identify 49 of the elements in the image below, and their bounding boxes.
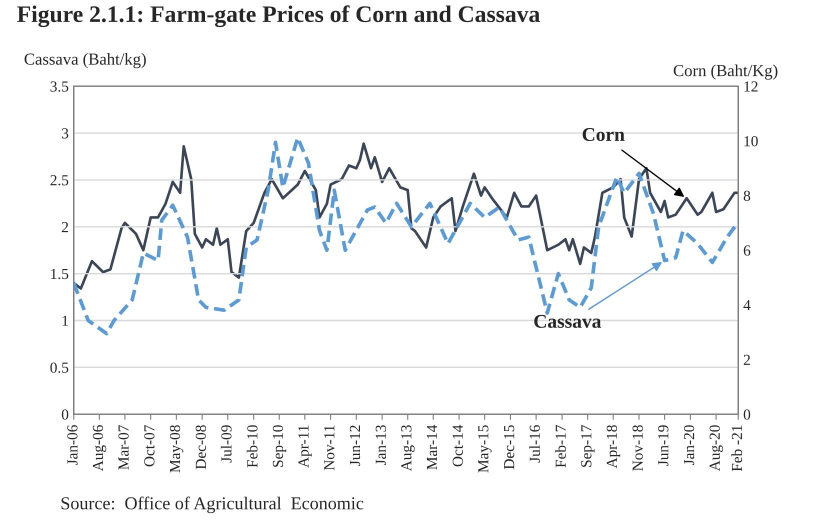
- y2-tick-label: 12: [744, 81, 758, 92]
- x-tick-label: Jan-06: [67, 425, 78, 466]
- x-tick-label: Nov-18: [632, 425, 643, 471]
- x-tick-label: Feb-17: [555, 425, 566, 468]
- y-axis-title: Cassava (Baht/kg): [24, 53, 146, 68]
- x-tick-label: Nov-11: [324, 426, 334, 470]
- x-tick-label: Dec-08: [196, 425, 206, 470]
- y-tick-label: 0: [62, 409, 68, 420]
- x-tick-label: Oct-14: [452, 424, 463, 466]
- x-tick-label: Apr-11: [298, 426, 312, 468]
- y2-tick-label: 10: [744, 136, 758, 146]
- annotation: Corn: [582, 128, 625, 142]
- y2-axis-title: Corn (Baht/Kg): [674, 64, 778, 80]
- y2-tick-label: 2: [744, 354, 750, 365]
- x-tick-label: Aug-06: [92, 425, 106, 472]
- y2-tick-label: 4: [743, 300, 751, 310]
- y-tick-label: 0.5: [50, 362, 68, 373]
- x-tick-label: Feb -21: [731, 426, 742, 472]
- y2-tick-label: 0: [744, 409, 750, 420]
- x-tick-label: May-15: [478, 425, 492, 473]
- x-tick-label: Aug-13: [401, 425, 415, 472]
- chart-title: Figure 2.1.1: Farm-gate Prices of Corn and Cassava: [17, 5, 540, 28]
- x-tick-label: Feb-10: [246, 425, 258, 468]
- x-tick-label: Jun-19: [658, 425, 668, 466]
- x-tick-label: Sep-17: [581, 425, 595, 467]
- x-tick-label: Dec-15: [504, 425, 514, 470]
- x-tick-label: Jun-12: [350, 425, 360, 466]
- y-tick-label: 3: [62, 128, 68, 139]
- line-series: [74, 142, 738, 290]
- source-note: Source: Office of Agricultural Economic: [62, 496, 364, 514]
- annotation: Cassava: [534, 314, 602, 328]
- x-tick-label: Jan-20: [684, 425, 694, 466]
- x-tick-label: Apr-18: [606, 425, 620, 468]
- x-tick-label: Jan-13: [376, 425, 386, 466]
- x-tick-label: Mar-07: [118, 425, 129, 470]
- y2-tick-label: 8: [744, 190, 750, 202]
- y-tick-label: 3.5: [50, 81, 68, 92]
- y-tick-label: 1.5: [51, 268, 68, 280]
- x-tick-label: Jul-09: [220, 425, 232, 462]
- x-tick-label: May-08: [170, 425, 184, 473]
- y2-tick-label: 6: [744, 245, 750, 256]
- x-tick-label: Aug-20: [710, 425, 724, 472]
- x-tick-label: Jul-16: [529, 425, 540, 462]
- y-tick-label: 2: [62, 222, 68, 232]
- x-tick-label: Mar-14: [426, 424, 438, 470]
- x-tick-label: Oct-07: [144, 425, 155, 466]
- y-tick-label: 1: [62, 316, 68, 326]
- y-tick-label: 2.5: [50, 175, 68, 186]
- x-tick-label: Sep-10: [272, 425, 286, 467]
